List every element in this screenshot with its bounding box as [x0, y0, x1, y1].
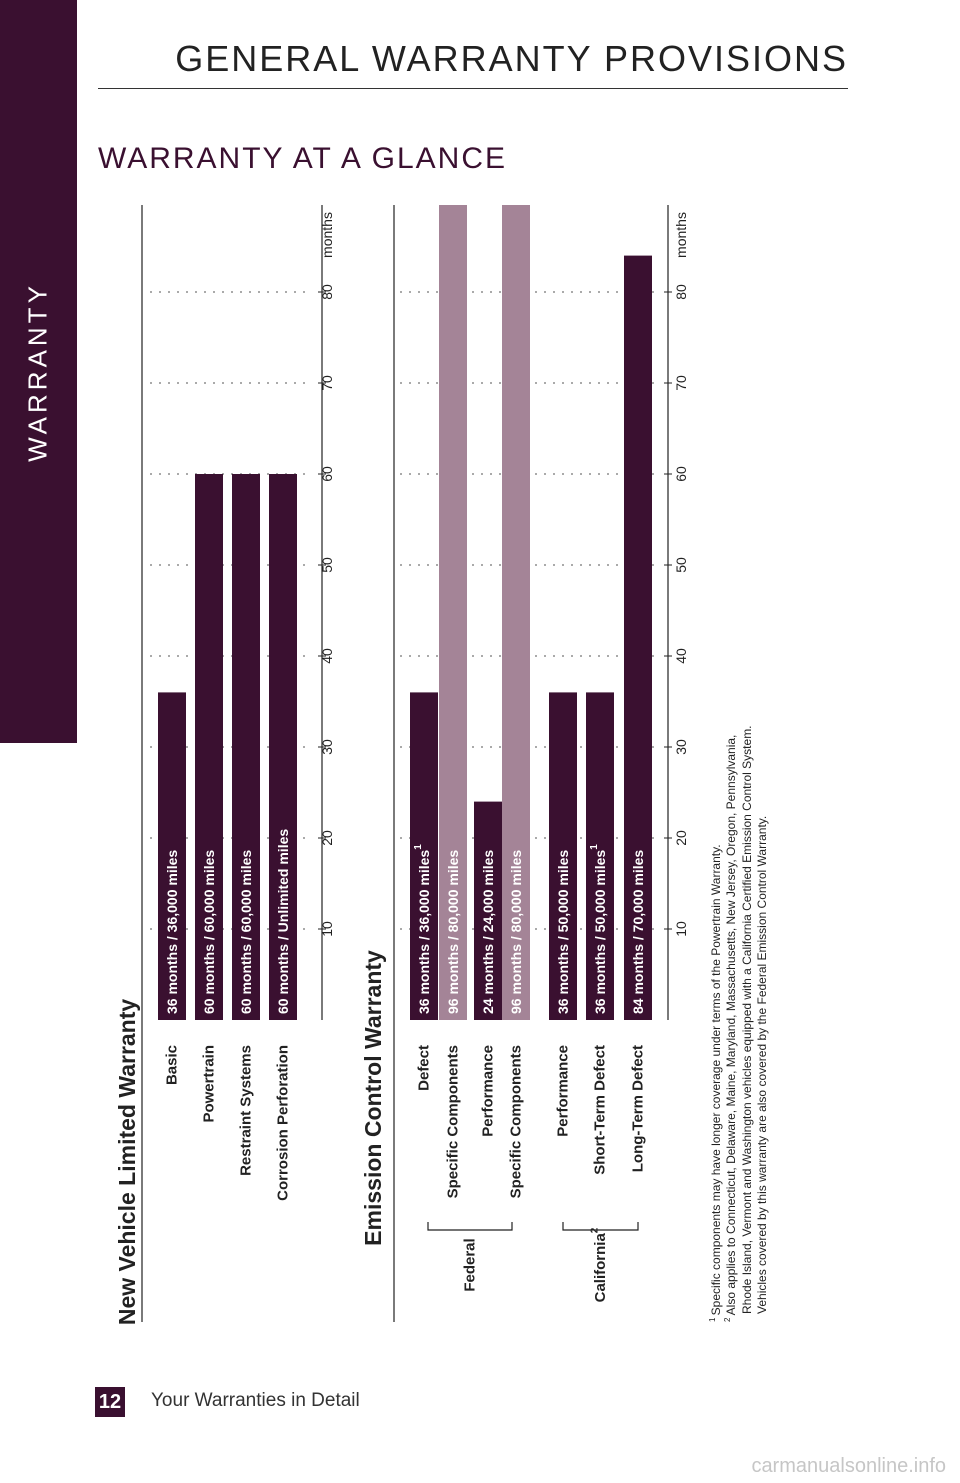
- sidebar-tab: WARRANTY: [0, 0, 77, 743]
- axis-unit-label: months: [319, 212, 335, 258]
- tick-label: 40: [319, 648, 335, 664]
- header-divider: [98, 88, 848, 89]
- bar: [439, 205, 467, 1020]
- tick-label: 70: [673, 375, 689, 391]
- bar: [586, 692, 614, 1020]
- bar-label: 60 months / Unlimited miles: [275, 829, 291, 1014]
- bar: [474, 801, 502, 1020]
- tick-label: 10: [673, 921, 689, 937]
- bar: [158, 692, 186, 1020]
- bar-label: 24 months / 24,000 miles: [480, 850, 496, 1014]
- chart-title: Emission Control Warranty: [360, 950, 386, 1246]
- bar-label: 36 months / 36,000 miles: [164, 850, 180, 1014]
- tick-label: 70: [319, 375, 335, 391]
- section-title: WARRANTY AT A GLANCE: [98, 142, 507, 175]
- group-label: California2: [589, 1227, 609, 1302]
- tick-label: 10: [319, 921, 335, 937]
- tick-label: 60: [673, 466, 689, 482]
- category-label: Restraint Systems: [238, 1045, 255, 1176]
- bar-label: 36 months / 50,000 miles1: [589, 844, 609, 1014]
- tick-label: 20: [319, 830, 335, 846]
- bar: [624, 255, 652, 1021]
- category-label: Powertrain: [201, 1045, 218, 1123]
- tick-label: 50: [319, 557, 335, 573]
- category-label: Specific Components: [508, 1045, 525, 1198]
- group-bracket: [427, 1222, 513, 1231]
- category-label: Basic: [164, 1045, 181, 1085]
- bar-label: 60 months / 60,000 miles: [238, 850, 254, 1014]
- tick-label: 80: [319, 284, 335, 300]
- bar-label: 36 months / 50,000 miles: [555, 850, 571, 1014]
- bar-label: 84 months / 70,000 miles: [630, 850, 646, 1014]
- footnote: Vehicles covered by this warranty are al…: [755, 816, 769, 1314]
- tick-label: 60: [319, 466, 335, 482]
- category-label: Performance: [480, 1045, 497, 1137]
- footer-text: Your Warranties in Detail: [151, 1390, 360, 1411]
- tick-label: 40: [673, 648, 689, 664]
- bar: [195, 474, 223, 1020]
- page-header-title: GENERAL WARRANTY PROVISIONS: [175, 38, 848, 79]
- footnote: 2 Also applies to Connecticut, Delaware,…: [723, 735, 739, 1322]
- category-label: Performance: [555, 1045, 572, 1137]
- footnote: Rhode Island, Vermont and Washington veh…: [740, 725, 754, 1314]
- bar-label: 60 months / 60,000 miles: [201, 850, 217, 1014]
- category-label: Defect: [416, 1045, 433, 1091]
- tick-label: 20: [673, 830, 689, 846]
- tick-label: 50: [673, 557, 689, 573]
- group-label: Federal: [462, 1238, 479, 1291]
- bar-label: 36 months / 36,000 miles1: [413, 844, 433, 1014]
- bar: [232, 474, 260, 1020]
- tick-label: 30: [673, 739, 689, 755]
- bar-label: 96 months / 80,000 miles: [508, 850, 524, 1014]
- axis-unit-label: months: [673, 212, 689, 258]
- category-label: Corrosion Perforation: [275, 1045, 292, 1201]
- category-label: Long-Term Defect: [630, 1045, 647, 1172]
- tick-label: 80: [673, 284, 689, 300]
- bar: [549, 692, 577, 1020]
- group-bracket: [562, 1222, 639, 1231]
- bar: [502, 205, 530, 1020]
- bar-label: 96 months / 80,000 miles: [445, 850, 461, 1014]
- category-label: Short-Term Defect: [592, 1045, 609, 1175]
- bar: [269, 474, 297, 1020]
- category-label: Specific Components: [445, 1045, 462, 1198]
- tick-label: 30: [319, 739, 335, 755]
- footnote: 1 Specific components may have longer co…: [708, 844, 724, 1322]
- chart-title: New Vehicle Limited Warranty: [114, 999, 140, 1326]
- watermark: carmanualsonline.info: [751, 1455, 946, 1477]
- bar: [410, 692, 438, 1020]
- page-number: 12: [95, 1387, 125, 1417]
